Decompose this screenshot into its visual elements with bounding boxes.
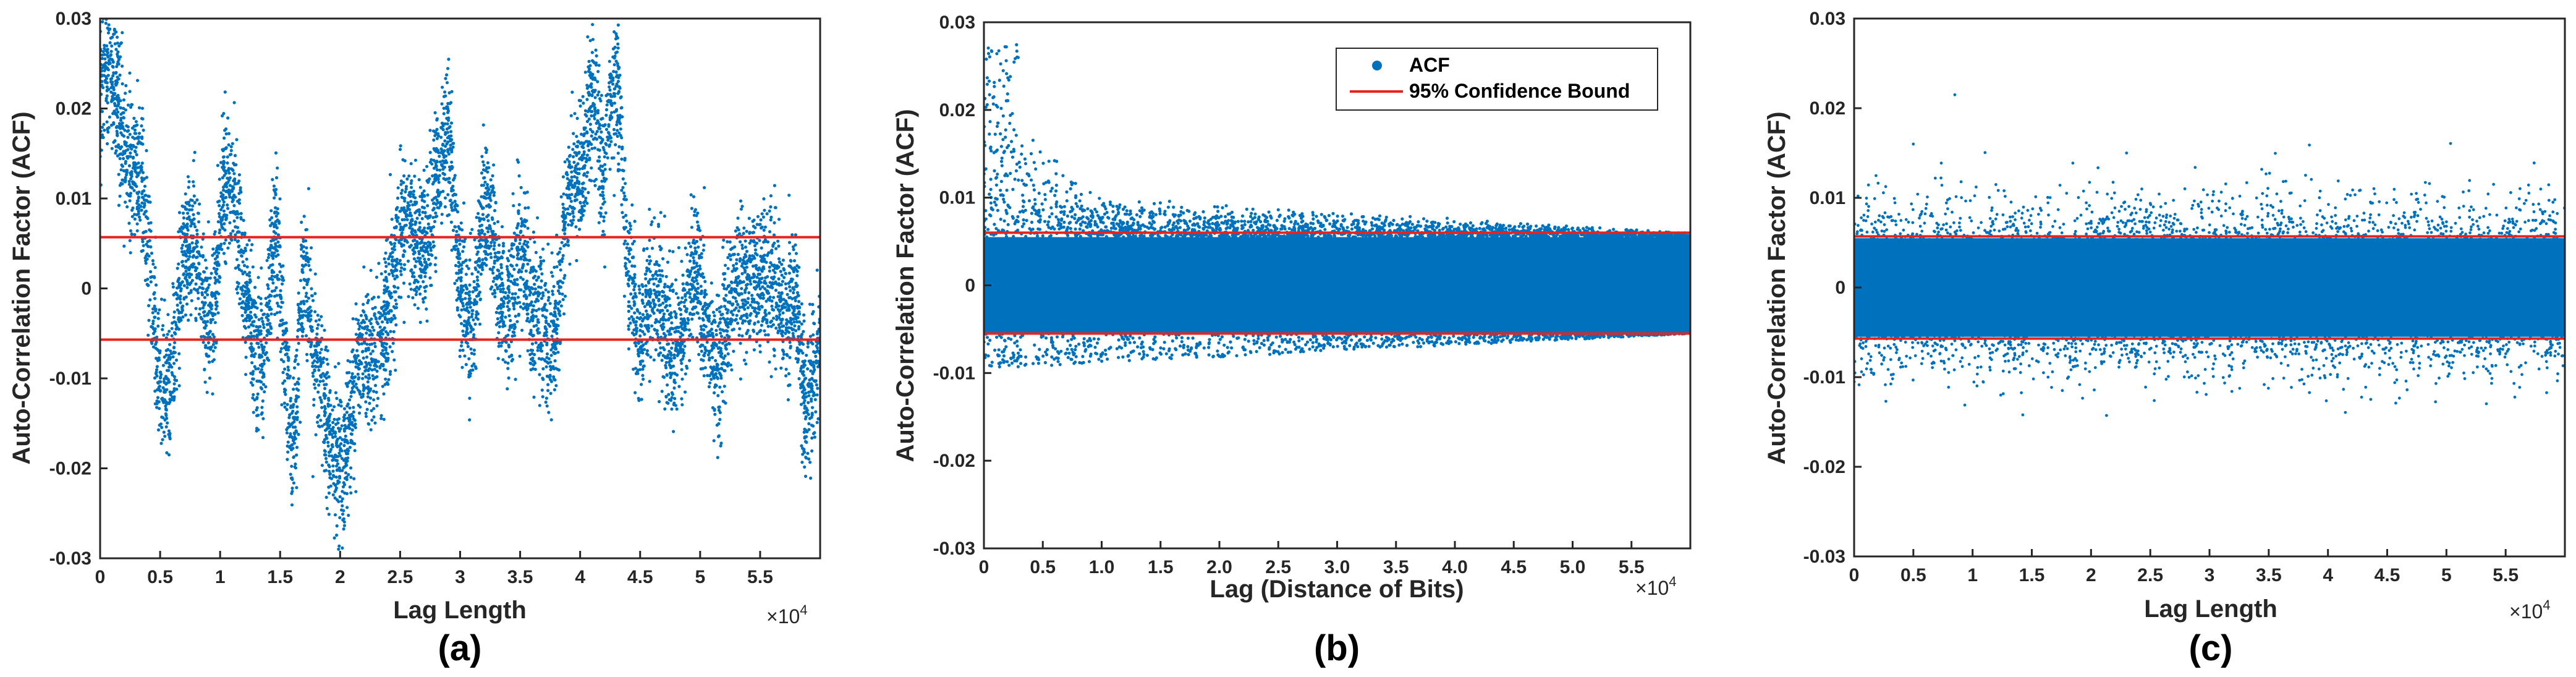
caption-c: (c) [2189, 628, 2233, 668]
y-tick-label: 0.01 [56, 189, 91, 209]
x-tick-label: 3.5 [2256, 565, 2282, 585]
x-tick-label: 5.5 [1619, 557, 1645, 577]
y-axis-label-a: Auto-Correlation Factor (ACF) [8, 111, 35, 464]
y-tick-label: 0.03 [939, 12, 975, 33]
x-tick-label: 4.5 [1501, 557, 1527, 577]
legend-b: ACF 95% Confidence Bound [1336, 48, 1658, 110]
x-tick-label: 4.5 [627, 567, 653, 587]
y-tick-label: -0.01 [1803, 367, 1845, 388]
x-tick-label: 3.5 [1383, 557, 1409, 577]
x-tick-label: 5.5 [2493, 565, 2519, 585]
y-tick-label: -0.02 [49, 459, 91, 479]
y-tick-label: 0.03 [1810, 9, 1845, 29]
y-tick-label: -0.03 [933, 539, 975, 559]
x-tick-label: 1 [215, 567, 226, 587]
panel-b: 0 0.5 1.0 1.5 2.0 2.5 3.0 3.5 4.0 4.5 5.0 5.5 -0.03 -… [892, 12, 1692, 668]
x-tick-label: 2.5 [388, 567, 413, 587]
x-tick-label: 3 [2205, 565, 2215, 585]
acf-dense-band [984, 237, 1690, 333]
acf-dense-band [1854, 238, 2565, 337]
x-multiplier-a: ×104 [766, 602, 808, 628]
caption-b: (b) [1314, 628, 1360, 668]
x-tick-label: 0.5 [1030, 557, 1056, 577]
x-multiplier-b: ×104 [1635, 574, 1677, 599]
x-tick-label: 5 [2441, 565, 2452, 585]
x-tick-label: 3.5 [507, 567, 533, 587]
acf-scatter-a [99, 0, 822, 580]
x-tick-label: 1.5 [2019, 565, 2045, 585]
x-tick-label: 5.0 [1560, 557, 1586, 577]
panel-a: 0 0.5 1 1.5 2 2.5 3 3.5 4 4.5 5 5.5 -0.03 -0.02 -0.01 0… [8, 0, 821, 668]
x-tick-label: 0.5 [1900, 565, 1926, 585]
x-axis-label-a: Lag Length [393, 597, 527, 624]
x-tick-label: 4 [575, 567, 585, 587]
y-tick-label: 0.02 [939, 100, 975, 121]
acf-points [99, 0, 822, 580]
x-axis-label-b: Lag (Distance of Bits) [1210, 576, 1464, 603]
x-tick-label: 4.5 [2375, 565, 2400, 585]
y-tick-label: 0 [1835, 278, 1845, 298]
y-tick-label: 0.01 [1810, 188, 1845, 208]
x-tick-label: 5 [695, 567, 705, 587]
legend-bound-label: 95% Confidence Bound [1409, 80, 1630, 102]
x-tick-label: 2 [2086, 565, 2096, 585]
y-tick-label: 0 [965, 276, 975, 296]
x-tick-label: 0 [95, 567, 106, 587]
y-tick-label: -0.03 [49, 548, 91, 569]
x-tick-label: 2 [335, 567, 345, 587]
y-tick-label: 0.02 [1810, 98, 1845, 119]
y-tick-label: 0.03 [56, 9, 91, 29]
y-tick-label: -0.03 [1803, 547, 1845, 567]
caption-a: (a) [438, 628, 482, 668]
x-tick-label: 4.0 [1442, 557, 1468, 577]
y-axis-label-c: Auto-Correlation Factor (ACF) [1763, 111, 1790, 464]
x-tick-label: 2.5 [2137, 565, 2163, 585]
y-tick-label: 0 [81, 279, 91, 299]
y-tick-label: -0.01 [933, 363, 975, 383]
acf-scatter-c [1853, 93, 2567, 417]
x-tick-label: 5.5 [747, 567, 773, 587]
y-tick-label: -0.01 [49, 368, 91, 389]
x-axis-label-c: Lag Length [2144, 595, 2277, 623]
y-tick-label: 0.01 [939, 188, 975, 208]
x-tick-label: 0 [1849, 565, 1860, 585]
y-tick-label: 0.02 [56, 99, 91, 119]
x-multiplier-c: ×104 [2509, 597, 2551, 623]
x-tick-label: 0.5 [147, 567, 173, 587]
panel-c: 0 0.5 1 1.5 2 2.5 3 3.5 4 4.5 5 5.5 -0.03 -0.02 -0.01 0… [1763, 9, 2566, 668]
y-tick-label: -0.02 [933, 451, 975, 471]
legend-acf-label: ACF [1409, 54, 1450, 76]
x-tick-label: 2.0 [1206, 557, 1232, 577]
y-axis-label-b: Auto-Correlation Factor (ACF) [892, 109, 919, 462]
x-tick-label: 0 [979, 557, 989, 577]
x-tick-label: 1.5 [1148, 557, 1174, 577]
legend-acf-marker [1372, 61, 1382, 70]
x-tick-label: 3 [455, 567, 465, 587]
x-tick-label: 2.5 [1265, 557, 1291, 577]
x-tick-label: 1 [1967, 565, 1978, 585]
x-tick-label: 1.0 [1089, 557, 1115, 577]
x-tick-label: 3.0 [1324, 557, 1350, 577]
x-tick-label: 1.5 [267, 567, 293, 587]
y-tick-label: -0.02 [1803, 457, 1845, 477]
x-tick-label: 4 [2323, 565, 2333, 585]
